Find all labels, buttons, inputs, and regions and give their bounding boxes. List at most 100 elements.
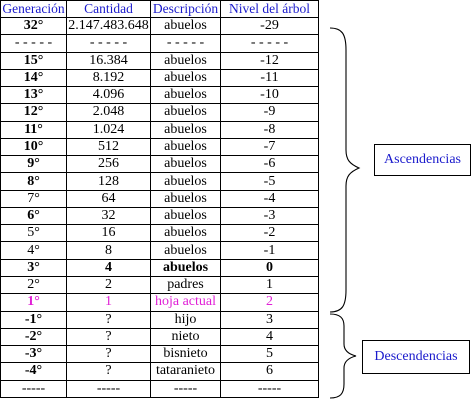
table-body: 32° 2.147.483.648 abuelos -29- - - - -- - -… — [0, 16, 319, 399]
level-cell: -3 — [220, 206, 319, 226]
generation-cell: 4° — [0, 241, 67, 260]
quantity-cell: 4 — [66, 258, 151, 277]
description-cell: bisnieto — [150, 345, 221, 364]
generation-cell: -3° — [0, 345, 67, 364]
generation-cell: 13° — [0, 86, 67, 105]
description-cell: hijo — [150, 310, 221, 329]
description-cell: abuelos — [150, 155, 221, 174]
header-generacion: Generación — [0, 0, 67, 18]
table-row: 9° 256 abuelos -6 — [0, 155, 319, 174]
quantity-cell: 8 — [66, 241, 151, 260]
generation-cell: 2° — [0, 275, 67, 295]
generation-cell: -1° — [0, 310, 67, 329]
generation-cell: 7° — [0, 189, 67, 208]
generation-cell: 1° — [0, 293, 67, 312]
level-cell: ----- — [220, 379, 319, 399]
level-cell: -11 — [220, 68, 319, 88]
level-cell: -6 — [220, 155, 319, 174]
description-cell: hoja actual — [150, 293, 221, 312]
generation-cell: -2° — [0, 327, 67, 347]
table-row: -2°? nieto 4 — [0, 327, 319, 347]
level-cell: 5 — [220, 345, 319, 364]
description-cell: - - - - - — [150, 34, 221, 53]
level-cell: -7 — [220, 137, 319, 157]
quantity-cell: 128 — [66, 172, 151, 191]
generation-cell: 3° — [0, 258, 67, 277]
generation-cell: 32° — [0, 16, 67, 36]
description-cell: abuelos — [150, 137, 221, 157]
quantity-cell: 256 — [66, 155, 151, 174]
description-cell: abuelos — [150, 68, 221, 88]
generation-cell: 8° — [0, 172, 67, 191]
description-cell: abuelos — [150, 258, 221, 277]
generation-cell: 15° — [0, 51, 67, 70]
quantity-cell: 2.048 — [66, 103, 151, 122]
quantity-cell: 64 — [66, 189, 151, 208]
table-row: -1°? hijo 3 — [0, 310, 319, 329]
quantity-cell: 8.192 — [66, 68, 151, 88]
quantity-cell: 2.147.483.648 — [66, 16, 151, 36]
description-cell: abuelos — [150, 241, 221, 260]
level-cell: -8 — [220, 120, 319, 139]
table-row: 1° 1 hoja actual 2 — [0, 293, 319, 312]
table-header-row: Generación Cantidad Descripción Nivel de… — [0, 0, 319, 18]
generation-cell: - - - - - — [0, 34, 67, 53]
description-cell: abuelos — [150, 86, 221, 105]
table-row: 5° 16 abuelos -2 — [0, 224, 319, 243]
level-cell: -29 — [220, 16, 319, 36]
description-cell: abuelos — [150, 51, 221, 70]
generation-cell: 12° — [0, 103, 67, 122]
description-cell: abuelos — [150, 189, 221, 208]
quantity-cell: ? — [66, 345, 151, 364]
description-cell: abuelos — [150, 103, 221, 122]
table-row: 2° 2 padres 1 — [0, 275, 319, 295]
quantity-cell: 2 — [66, 275, 151, 295]
generation-cell: 5° — [0, 224, 67, 243]
level-cell: 6 — [220, 362, 319, 381]
table-row: 6° 32 abuelos -3 — [0, 206, 319, 226]
descendencias-label: Descendencias — [362, 340, 470, 374]
quantity-cell: ? — [66, 310, 151, 329]
header-cantidad: Cantidad — [66, 0, 151, 18]
header-descripcion: Descripción — [150, 0, 221, 18]
level-cell: -9 — [220, 103, 319, 122]
quantity-cell: ? — [66, 327, 151, 347]
description-cell: tataranieto — [150, 362, 221, 381]
quantity-cell: 1 — [66, 293, 151, 312]
quantity-cell: 4.096 — [66, 86, 151, 105]
description-cell: abuelos — [150, 16, 221, 36]
table-row: 7° 64 abuelos -4 — [0, 189, 319, 208]
quantity-cell: 16 — [66, 224, 151, 243]
description-cell: abuelos — [150, 224, 221, 243]
generation-cell: 14° — [0, 68, 67, 88]
quantity-cell: ----- — [66, 379, 151, 399]
table-row: 11° 1.024 abuelos -8 — [0, 120, 319, 139]
level-cell: 2 — [220, 293, 319, 312]
descendencias-brace — [329, 313, 357, 399]
generation-cell: ----- — [0, 379, 67, 399]
generation-cell: 10° — [0, 137, 67, 157]
level-cell: -12 — [220, 51, 319, 70]
level-cell: 1 — [220, 275, 319, 295]
table-row: ----- ----- ----- ----- — [0, 379, 319, 399]
table-row: 14° 8.192 abuelos -11 — [0, 68, 319, 88]
generations-table: Generación Cantidad Descripción Nivel de… — [0, 0, 319, 399]
generation-cell: 6° — [0, 206, 67, 226]
description-cell: abuelos — [150, 172, 221, 191]
level-cell: -4 — [220, 189, 319, 208]
quantity-cell: ? — [66, 362, 151, 381]
description-cell: ----- — [150, 379, 221, 399]
ascendencias-brace — [329, 27, 361, 313]
header-nivel: Nivel del árbol — [220, 0, 319, 18]
quantity-cell: - - - - - — [66, 34, 151, 53]
table-row: 15° 16.384 abuelos -12 — [0, 51, 319, 70]
level-cell: -2 — [220, 224, 319, 243]
generation-cell: -4° — [0, 362, 67, 381]
level-cell: 0 — [220, 258, 319, 277]
quantity-cell: 16.384 — [66, 51, 151, 70]
level-cell: -5 — [220, 172, 319, 191]
table-row: 12° 2.048 abuelos -9 — [0, 103, 319, 122]
table-row: 8° 128 abuelos -5 — [0, 172, 319, 191]
table-row: -4°? tataranieto 6 — [0, 362, 319, 381]
table-row: 10° 512 abuelos -7 — [0, 137, 319, 157]
